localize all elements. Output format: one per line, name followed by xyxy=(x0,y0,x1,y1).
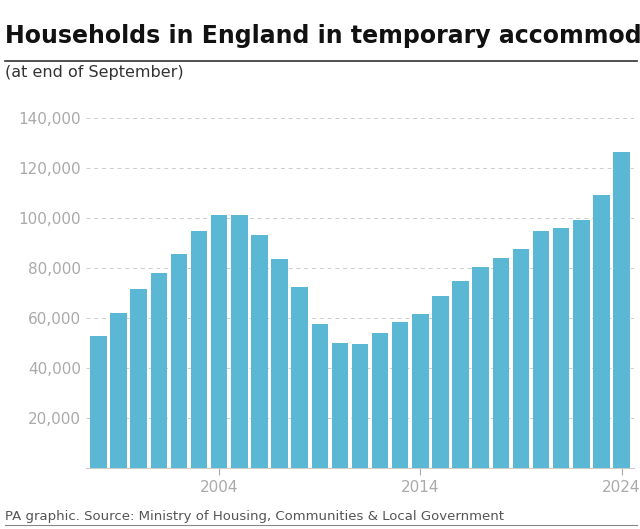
Text: (at end of September): (at end of September) xyxy=(5,65,184,79)
Bar xyxy=(171,254,187,468)
Bar xyxy=(452,281,469,468)
Text: PA graphic. Source: Ministry of Housing, Communities & Local Government: PA graphic. Source: Ministry of Housing,… xyxy=(5,509,504,523)
Bar xyxy=(211,214,227,468)
Text: Households in England in temporary accommodation: Households in England in temporary accom… xyxy=(5,24,640,48)
Bar xyxy=(513,250,529,468)
Bar xyxy=(573,220,589,468)
Bar xyxy=(251,234,268,468)
Bar xyxy=(412,314,429,468)
Bar xyxy=(332,343,348,468)
Bar xyxy=(553,228,570,468)
Bar xyxy=(191,231,207,468)
Bar xyxy=(392,322,408,468)
Bar xyxy=(493,258,509,468)
Bar xyxy=(472,267,489,468)
Bar xyxy=(231,214,248,468)
Bar xyxy=(90,336,107,468)
Bar xyxy=(291,287,308,468)
Bar xyxy=(593,195,610,468)
Bar xyxy=(613,152,630,468)
Bar xyxy=(312,324,328,468)
Bar xyxy=(150,273,167,468)
Bar xyxy=(432,296,449,468)
Bar xyxy=(372,333,388,468)
Bar xyxy=(533,231,549,468)
Bar xyxy=(271,260,288,468)
Bar xyxy=(110,313,127,468)
Bar xyxy=(131,289,147,468)
Bar xyxy=(352,344,368,468)
